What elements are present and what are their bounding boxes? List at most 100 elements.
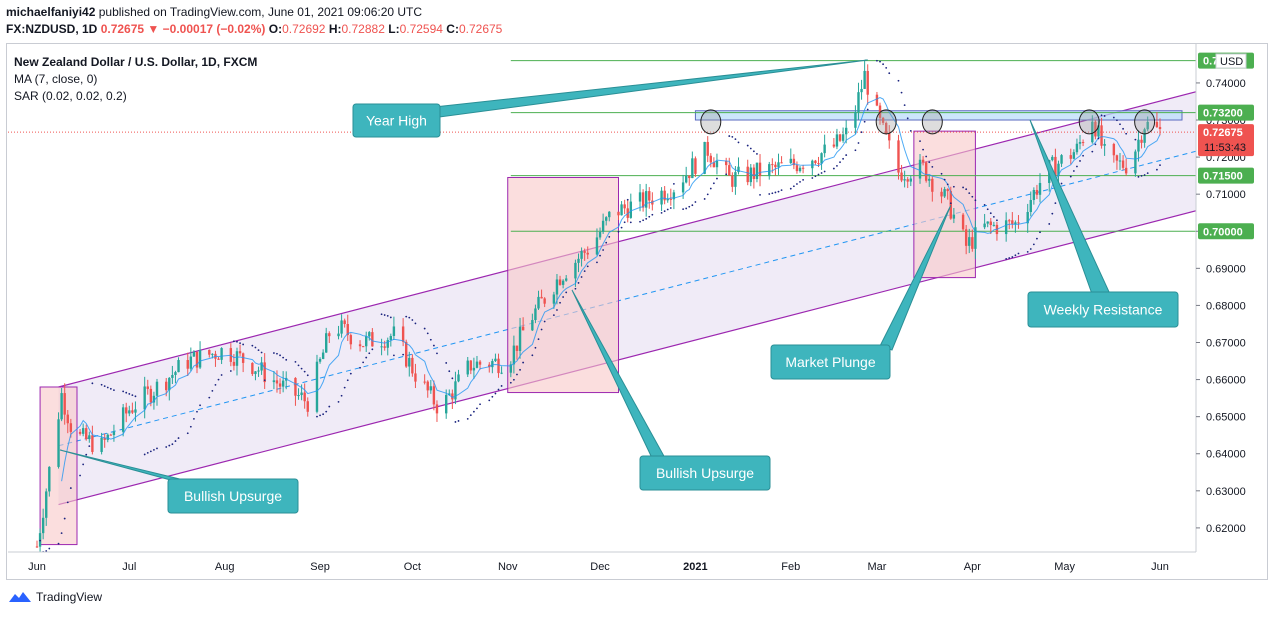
sar-dot [91,382,94,385]
sar-dot [648,215,651,218]
candle-body [300,392,303,396]
candle [644,183,648,217]
candle [577,253,580,273]
sar-dot [596,261,598,264]
sar-dot [1140,174,1143,177]
candle [918,154,922,184]
candle-body [155,381,159,396]
candle-body [900,172,903,181]
candle [186,352,189,376]
candle [854,105,857,134]
sar-dot [214,383,217,386]
sar-dot [746,144,749,147]
sar-dot [257,349,260,352]
candle-body [795,165,799,172]
candle-body [986,221,989,224]
candle-body [860,88,863,93]
sar-dot [799,180,801,183]
sar-dot [540,328,543,331]
sar-dot [260,351,263,354]
legend-sar[interactable]: SAR (0.02, 0.02, 0.2) [14,89,127,103]
sar-dot [294,360,297,363]
candle-body [414,373,417,382]
annotation-box [167,478,299,514]
candle [432,380,436,411]
candle [921,156,925,166]
candle-body [100,437,103,452]
author-name[interactable]: michaelfaniyi42 [6,5,96,19]
candle-body [1004,220,1008,235]
candle [734,166,737,195]
sar-dot [965,188,968,191]
sar-dot [488,399,491,402]
sar-dot [414,322,417,325]
sar-dot [986,208,989,211]
candle [303,383,306,409]
candle [1032,187,1036,205]
candle-body [1094,121,1097,137]
candle-body [928,178,931,181]
candle-body [303,392,306,402]
sar-dot [217,378,220,381]
sar-dot [39,539,41,542]
sar-dot [823,170,826,173]
candle [35,540,39,548]
sar-dot [1103,115,1106,117]
candle-body [968,237,971,246]
sar-dot [131,394,134,397]
candle [435,400,439,422]
sar-dot [682,208,685,211]
sar-dot [860,131,863,134]
candle [475,355,479,369]
candle [361,345,365,348]
candle-body [866,70,869,95]
candle-body [358,344,362,347]
sar-dot [617,230,620,233]
candle [1014,220,1017,233]
sar-dot [734,138,737,140]
candle [1094,119,1097,140]
candle [580,247,583,267]
sar-dot [989,212,992,215]
y-tick-label: 0.66000 [1206,375,1246,387]
sar-dot [777,190,780,193]
candle-body [983,223,986,228]
sar-dot [229,370,232,372]
candle-body [1103,144,1106,146]
candle [663,186,666,205]
candle-body [349,335,353,345]
chart-legend: New Zealand Dollar / U.S. Dollar, 1D, FX… [14,54,257,105]
candle-body [125,407,128,414]
candle-body [728,165,731,176]
candle [1103,139,1106,156]
sar-dot [1054,202,1057,205]
candle [617,211,620,220]
candle-body [469,360,473,371]
candle [1004,212,1008,242]
x-tick-label: 2021 [683,561,707,573]
sar-dot [100,383,103,386]
candle-body [897,140,900,173]
candle [983,213,986,230]
sar-dot [128,393,131,395]
sar-dot [1100,114,1103,117]
x-tick-label: May [1054,561,1075,573]
candle [125,402,128,423]
sar-dot [688,205,691,208]
candle [638,184,642,212]
tradingview-footer[interactable]: TradingView [8,590,102,604]
candle [521,317,525,331]
sar-dot [1017,252,1020,255]
sar-dot [362,361,365,364]
candle [866,64,869,105]
annotation-callout: Bullish Upsurge [571,289,771,491]
candle-body [1155,121,1159,128]
x-tick-label: Nov [498,561,518,573]
legend-ma[interactable]: MA (7, close, 0) [14,72,98,86]
sar-dot [1005,257,1008,260]
candle [823,134,826,158]
sar-dot [109,387,112,390]
candle-body [1137,139,1140,152]
candle-body [918,159,922,179]
